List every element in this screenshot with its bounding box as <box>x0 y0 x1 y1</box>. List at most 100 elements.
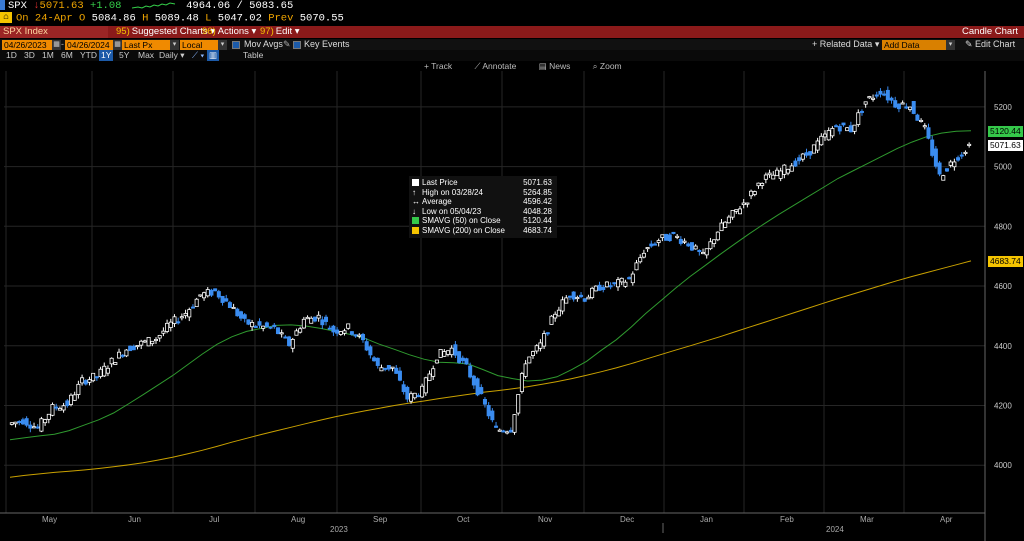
candle-up <box>316 314 321 319</box>
chevron-down-icon[interactable]: ▾ <box>170 40 179 50</box>
range-1d[interactable]: 1D <box>6 50 17 60</box>
chevron-down-icon: ▾ <box>294 26 300 37</box>
edit-num: 97) <box>260 26 274 37</box>
chevron-down-icon: ▾ <box>251 26 257 37</box>
sparkline-icon <box>131 2 175 9</box>
open-price: 5084.86 <box>91 12 136 25</box>
candle-down <box>227 302 232 309</box>
candle-up <box>434 359 439 364</box>
range-bar: 1D 3D 1M 6M YTD 1Y 5Y Max Daily ▾ ⟋ ▾ ▥ … <box>0 50 1024 61</box>
candle-down <box>120 354 125 357</box>
candle-down <box>915 114 920 121</box>
currency-select[interactable]: Local CCY <box>180 40 218 60</box>
candle-down <box>579 294 584 298</box>
suggested-label: Suggested Charts <box>131 26 208 37</box>
candle-down <box>35 426 40 429</box>
edit-menu[interactable]: 97) Edit ▾ <box>256 26 300 38</box>
annotate-tool[interactable]: ⟋ Annotate <box>474 61 517 71</box>
candle-up <box>512 414 517 433</box>
candle-down <box>65 400 70 406</box>
edit-chart-button[interactable]: ✎ Edit Chart <box>965 39 1016 49</box>
end-date-field[interactable]: 04/26/2024 <box>65 40 113 50</box>
candle-up <box>91 372 96 382</box>
candle-up <box>80 377 85 384</box>
x-tick-label: Apr <box>940 515 953 524</box>
candle-down <box>859 110 864 113</box>
candle-up <box>449 347 454 356</box>
candle-up <box>135 345 140 348</box>
range-1m[interactable]: 1M <box>42 50 54 60</box>
candle-down <box>28 424 33 429</box>
add-data-field[interactable]: Add Data <box>882 40 946 50</box>
candle-down <box>804 152 809 156</box>
candle-down <box>54 406 59 409</box>
candle-chart[interactable]: May Jun Jul Aug Sep Oct Nov Dec Jan Feb Mar Apr 4000… <box>0 71 1024 541</box>
candle-up <box>852 124 857 132</box>
candle-up <box>183 313 188 317</box>
range-6m[interactable]: 6M <box>61 50 73 60</box>
mov-avgs-checkbox[interactable] <box>232 41 240 49</box>
candle-up <box>43 419 48 424</box>
candle-up <box>556 309 561 317</box>
candle-up <box>301 318 306 329</box>
candle-up <box>505 431 510 434</box>
candle-up <box>723 221 728 228</box>
line-type-icon[interactable]: ⟋ ▾ <box>192 50 205 60</box>
candle-up <box>604 281 609 288</box>
track-label: Track <box>431 61 453 71</box>
candle-down <box>416 395 421 398</box>
calendar-icon[interactable]: ▦ <box>52 40 61 50</box>
candle-up <box>800 153 805 160</box>
candle-down <box>468 365 473 378</box>
high-price: 5089.48 <box>154 12 199 25</box>
candle-down <box>837 125 842 132</box>
candle-down <box>612 282 617 285</box>
candle-up <box>823 133 828 138</box>
candle-down <box>372 357 377 362</box>
candle-up <box>586 296 591 300</box>
range-ytd[interactable]: YTD <box>80 50 97 60</box>
candle-type-icon[interactable]: ▥ <box>207 50 220 61</box>
frequency-select[interactable]: Daily ▾ <box>159 50 185 60</box>
candle-up <box>279 332 284 335</box>
candle-down <box>471 375 476 386</box>
range-5y[interactable]: 5Y <box>119 50 130 60</box>
candle-up <box>682 240 687 243</box>
edit-chart-label: Edit Chart <box>975 39 1016 49</box>
chevron-down-icon[interactable]: ▾ <box>946 40 955 50</box>
candle-up <box>871 97 876 100</box>
suggested-charts-menu[interactable]: 95) Suggested Charts ▾ <box>112 26 215 38</box>
news-tool[interactable]: ▤ News <box>538 61 571 71</box>
start-date-field[interactable]: 04/26/2023 <box>2 40 52 50</box>
prev-close: 5070.55 <box>299 12 344 25</box>
candle-up <box>390 366 395 369</box>
track-tool[interactable]: + Track <box>424 61 453 71</box>
legend-value: 4596.42 <box>523 197 552 206</box>
low-price: 5047.02 <box>217 12 262 25</box>
range-3d[interactable]: 3D <box>24 50 35 60</box>
related-data-button[interactable]: + Related Data ▾ <box>812 39 880 49</box>
ticker-symbol[interactable]: SPX <box>8 0 27 12</box>
key-events-checkbox[interactable] <box>293 41 301 49</box>
candle-down <box>264 322 269 327</box>
candle-down <box>349 331 354 335</box>
legend-value: 4048.28 <box>523 206 552 216</box>
price-field-select[interactable]: Last Px <box>122 40 170 50</box>
high-label: H <box>142 12 149 25</box>
table-button[interactable]: Table <box>243 50 264 60</box>
candle-down <box>885 89 890 101</box>
candle-up <box>967 143 972 146</box>
range-max[interactable]: Max <box>138 50 155 60</box>
chevron-down-icon[interactable]: ▾ <box>218 40 227 50</box>
range-1y[interactable]: 1Y <box>99 50 114 61</box>
zoom-tool[interactable]: ⌕ Zoom <box>592 61 622 71</box>
pencil-icon[interactable]: ✎ <box>283 39 291 49</box>
candle-down <box>235 308 240 317</box>
candle-down <box>360 334 365 341</box>
actions-menu[interactable]: 96) Actions ▾ <box>198 26 256 38</box>
candle-up <box>9 422 14 425</box>
candle-down <box>24 418 29 426</box>
calendar-icon[interactable]: ▦ <box>113 40 122 50</box>
candle-down <box>209 289 214 296</box>
security-field[interactable]: SPX Index <box>0 26 108 38</box>
